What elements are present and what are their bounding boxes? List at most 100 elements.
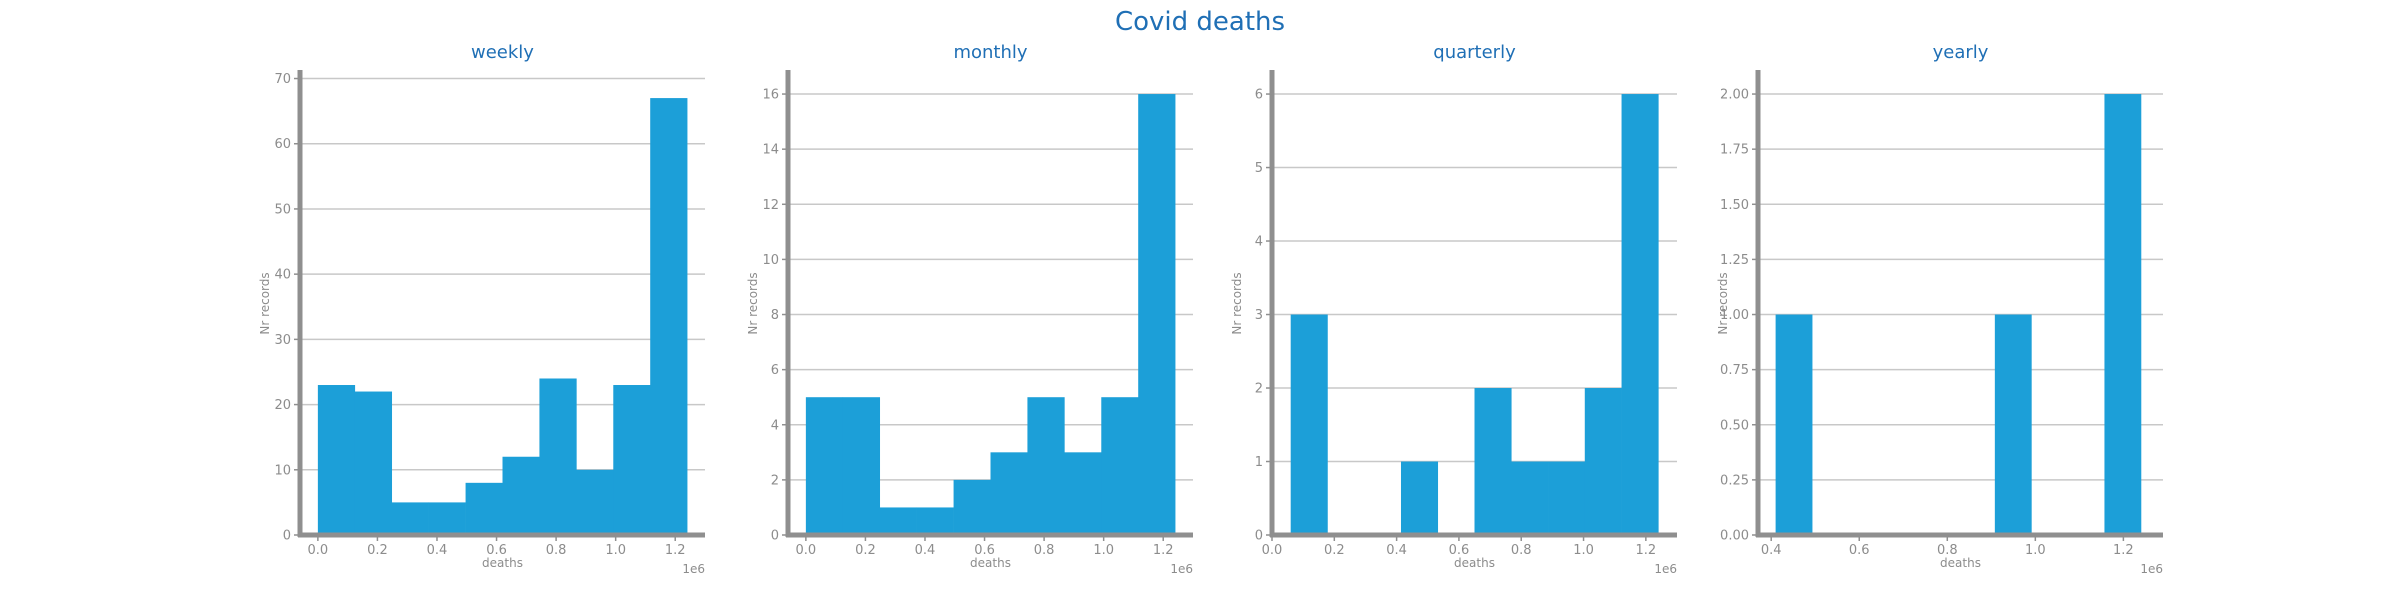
y-tick-label: 8 <box>771 308 779 323</box>
histogram-bar <box>916 507 954 535</box>
x-tick-label: 1.2 <box>1153 543 1174 558</box>
y-tick-label: 1.50 <box>1720 198 1749 213</box>
y-tick-label: 10 <box>762 253 779 268</box>
y-tick-label: 1.25 <box>1720 253 1749 268</box>
x-tick-label: 1.2 <box>2113 543 2134 558</box>
y-tick-label: 1.75 <box>1720 143 1749 158</box>
x-tick-label: 1.0 <box>2025 543 2046 558</box>
x-tick-label: 1.2 <box>1636 543 1657 558</box>
histogram-bar <box>391 502 429 535</box>
x-tick-label: 1.0 <box>1093 543 1114 558</box>
panel-title: quarterly <box>1433 42 1516 63</box>
y-tick-label: 3 <box>1255 308 1263 323</box>
x-axis-label: deaths <box>1454 556 1495 570</box>
x-tick-label: 1.0 <box>605 543 626 558</box>
x-tick-label: 0.0 <box>1262 543 1283 558</box>
x-tick-label: 0.4 <box>1386 543 1407 558</box>
y-tick-label: 12 <box>762 198 779 213</box>
y-tick-label: 30 <box>274 333 291 348</box>
histogram-bar <box>1621 94 1659 536</box>
x-offset-label: 1e6 <box>1654 562 1677 576</box>
figure-title: Covid deaths <box>1115 7 1285 37</box>
histogram-bar <box>1400 461 1439 535</box>
histogram-bar <box>953 479 991 535</box>
histogram-bar <box>879 507 917 535</box>
histogram-panel-yearly: 0.00 0.25 0.50 0.75 1.00 1.25 1.50 1.75 2.00 0.4 0… <box>1716 42 2163 576</box>
histogram-bar <box>317 385 356 535</box>
histogram-bar <box>805 397 844 535</box>
y-tick-label: 1 <box>1255 455 1263 470</box>
histogram-bar <box>1584 388 1622 535</box>
x-tick-label: 0.4 <box>1761 543 1782 558</box>
histogram-bar <box>502 456 540 535</box>
y-tick-label: 0.50 <box>1720 418 1749 433</box>
x-tick-label: 0.0 <box>796 543 817 558</box>
histogram-panel-weekly: 0 10 20 30 40 50 60 70 0.0 0.2 0.4 0.6 0.8 1.0 1.2 week… <box>258 42 705 576</box>
y-tick-label: 2 <box>771 473 779 488</box>
x-tick-label: 0.0 <box>308 543 329 558</box>
x-tick-label: 0.8 <box>1937 543 1958 558</box>
y-tick-label: 0 <box>771 529 779 544</box>
histogram-bar <box>354 391 393 535</box>
y-tick-label: 2 <box>1255 382 1263 397</box>
y-tick-label: 4 <box>1255 235 1263 250</box>
x-tick-label: 0.6 <box>486 543 507 558</box>
y-tick-label: 70 <box>274 72 291 87</box>
y-tick-label: 0.75 <box>1720 363 1749 378</box>
y-axis-label: Nr records <box>746 272 760 334</box>
y-tick-label: 60 <box>274 137 291 152</box>
y-axis-label: Nr records <box>1716 272 1730 334</box>
y-tick-label: 20 <box>274 398 291 413</box>
y-tick-label: 16 <box>762 88 779 103</box>
panel-title: weekly <box>471 42 534 63</box>
histogram-bar <box>1548 461 1586 535</box>
panel-title: monthly <box>953 42 1027 63</box>
x-offset-label: 1e6 <box>1170 562 1193 576</box>
x-tick-label: 0.6 <box>1449 543 1470 558</box>
histogram-bar <box>842 397 881 535</box>
y-tick-label: 6 <box>1255 88 1263 103</box>
y-tick-label: 5 <box>1255 161 1263 176</box>
histogram-bar <box>1775 314 1813 535</box>
x-tick-label: 0.8 <box>1511 543 1532 558</box>
histogram-bar <box>1101 397 1139 535</box>
histogram-bar <box>539 378 577 535</box>
x-axis-label: deaths <box>1940 556 1981 570</box>
y-tick-label: 0.00 <box>1720 529 1749 544</box>
x-tick-label: 0.4 <box>427 543 448 558</box>
histogram-bar <box>576 469 614 535</box>
x-tick-label: 0.8 <box>1034 543 1055 558</box>
histogram-bar <box>1994 314 2032 535</box>
x-tick-label: 0.6 <box>974 543 995 558</box>
y-tick-label: 0.25 <box>1720 473 1749 488</box>
histogram-bar <box>1064 452 1102 535</box>
y-tick-label: 50 <box>274 202 291 217</box>
panel-title: yearly <box>1933 42 1989 63</box>
x-tick-label: 0.6 <box>1849 543 1870 558</box>
histogram-bar <box>1138 94 1176 536</box>
x-axis-label: deaths <box>970 556 1011 570</box>
y-tick-label: 1.00 <box>1720 308 1749 323</box>
histogram-bar <box>1290 314 1328 535</box>
histogram-bar <box>428 502 466 535</box>
histogram-bar <box>650 98 688 536</box>
x-offset-label: 1e6 <box>2140 562 2163 576</box>
x-tick-label: 1.2 <box>665 543 686 558</box>
y-tick-label: 0 <box>283 529 291 544</box>
x-tick-label: 0.2 <box>1324 543 1345 558</box>
histogram-bar <box>1474 388 1512 535</box>
y-tick-label: 14 <box>762 143 779 158</box>
histogram-panel-monthly: 0 2 4 6 8 10 12 14 16 0.0 0.2 0.4 0.6 0.8 1.0 1.2 monthl… <box>746 42 1193 576</box>
y-tick-label: 10 <box>274 463 291 478</box>
histogram-bar <box>990 452 1028 535</box>
y-tick-label: 6 <box>771 363 779 378</box>
y-tick-label: 0 <box>1255 529 1263 544</box>
x-tick-label: 0.4 <box>915 543 936 558</box>
x-tick-label: 1.0 <box>1573 543 1594 558</box>
histogram-bar <box>2104 94 2142 536</box>
y-tick-label: 4 <box>771 418 779 433</box>
x-offset-label: 1e6 <box>682 562 705 576</box>
histogram-panel-quarterly: 0 1 2 3 4 5 6 0.0 0.2 0.4 0.6 0.8 1.0 1.2 quarterly dea… <box>1230 42 1677 576</box>
